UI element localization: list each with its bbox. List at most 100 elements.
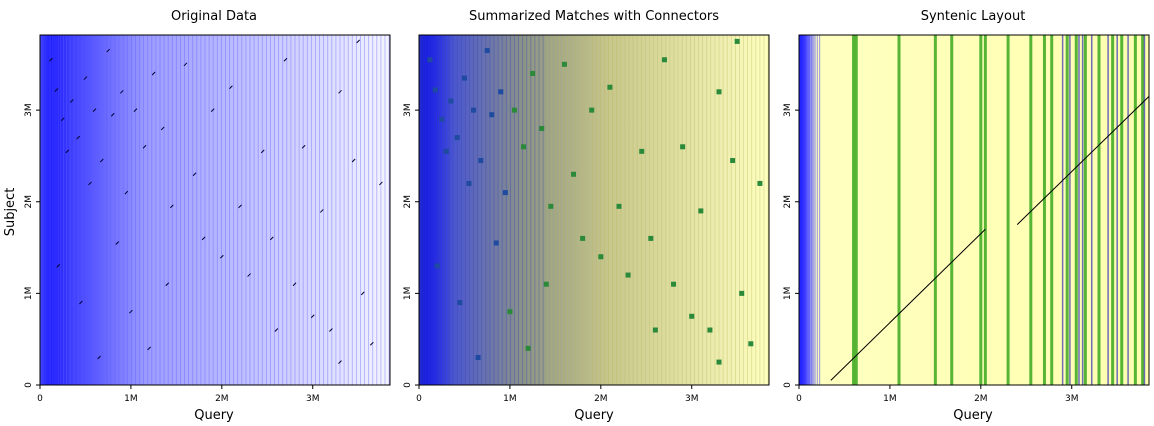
y-tick-label: 0 — [783, 382, 793, 388]
data-point — [274, 328, 279, 332]
x-tick-label: 0 — [796, 394, 802, 404]
data-point — [580, 235, 586, 241]
data-point — [301, 144, 306, 149]
data-point — [124, 190, 129, 195]
data-point — [757, 180, 763, 186]
data-point — [507, 309, 513, 315]
data-point — [60, 117, 65, 122]
x-tick-label: 2M — [594, 394, 608, 404]
plot-frame — [418, 34, 770, 386]
data-point — [475, 355, 481, 361]
x-axis: 0 1M 2M 3M — [37, 385, 319, 404]
data-point — [471, 107, 477, 113]
data-point — [69, 99, 74, 103]
data-point — [310, 314, 315, 319]
data-point — [351, 158, 356, 163]
panel-syntenic-layout: Syntenic Layout 0 1M 2M 3M 0 1M 2M 3M Query — [783, 9, 1150, 423]
x-tick-label: 2M — [974, 394, 988, 404]
data-point — [83, 76, 88, 80]
data-point — [616, 203, 622, 209]
data-point — [489, 112, 495, 118]
y-tick-label: 0 — [403, 382, 413, 388]
x-axis-label: Query — [574, 408, 614, 423]
data-point — [129, 309, 133, 314]
x-axis-label: Query — [953, 408, 993, 423]
data-point — [269, 236, 274, 241]
data-point — [652, 327, 658, 333]
data-point — [142, 144, 147, 149]
panel-summarized-matches: Summarized Matches with Connectors 0 1M 2M… — [403, 9, 770, 423]
data-point — [661, 57, 667, 63]
data-point — [625, 272, 631, 278]
data-point — [671, 281, 677, 287]
data-point — [147, 346, 151, 351]
panel-original-data: Original Data 0 1M 2M 3M 0 1M 2M 3M Query Subj… — [3, 9, 391, 423]
x-axis: 0 1M 2M 3M — [416, 385, 698, 404]
syntenic-line — [830, 96, 1150, 381]
data-point — [247, 273, 251, 277]
data-point — [165, 282, 170, 287]
data-point — [356, 39, 361, 44]
data-point — [639, 148, 645, 154]
data-point — [502, 190, 508, 196]
data-point — [238, 204, 242, 209]
background-stripes — [40, 35, 390, 385]
data-point — [292, 282, 297, 287]
plot-area — [40, 35, 390, 385]
match-points — [49, 39, 383, 364]
data-point — [543, 281, 549, 287]
data-point — [229, 85, 233, 90]
data-point — [160, 126, 165, 131]
y-tick-label: 3M — [403, 103, 413, 117]
data-point — [210, 108, 215, 112]
y-axis-label: Subject — [3, 188, 18, 237]
data-point — [539, 125, 545, 131]
data-point — [716, 359, 722, 365]
data-point — [151, 71, 156, 76]
data-point — [478, 158, 484, 164]
syntenic-segment — [1016, 96, 1150, 226]
data-point — [466, 180, 472, 186]
y-axis: 0 1M 2M 3M — [24, 103, 40, 388]
data-point — [99, 158, 104, 163]
data-point — [730, 158, 736, 164]
data-point — [548, 203, 554, 209]
data-point — [260, 149, 265, 154]
x-axis: 0 1M 2M 3M — [796, 385, 1078, 404]
y-tick-label: 1M — [783, 287, 793, 301]
data-point — [739, 290, 745, 296]
x-tick-label: 0 — [416, 394, 422, 404]
data-point — [54, 88, 59, 92]
data-point — [133, 108, 138, 112]
data-point — [525, 345, 531, 351]
x-tick-label: 1M — [124, 394, 138, 404]
data-point — [369, 341, 374, 346]
x-tick-label: 1M — [883, 394, 897, 404]
data-point — [115, 241, 120, 245]
data-point — [329, 328, 333, 332]
data-point — [283, 57, 288, 62]
data-point — [716, 89, 722, 95]
data-point — [434, 263, 440, 269]
data-point — [338, 360, 342, 364]
y-tick-label: 2M — [403, 195, 413, 209]
data-point — [498, 89, 504, 95]
x-tick-label: 2M — [215, 394, 229, 404]
data-point — [734, 38, 740, 44]
plot-frame — [798, 34, 1150, 386]
data-point — [192, 172, 197, 177]
data-point — [530, 70, 536, 76]
y-tick-label: 2M — [24, 195, 34, 209]
plot-area — [799, 35, 1149, 385]
data-point — [360, 291, 365, 296]
data-point — [598, 254, 604, 260]
data-point — [461, 75, 467, 81]
data-point — [379, 181, 383, 186]
x-tick-label: 0 — [37, 394, 43, 404]
panel-title: Original Data — [171, 9, 257, 24]
data-point — [589, 107, 595, 113]
background-stripes — [799, 35, 1146, 385]
x-tick-label: 1M — [503, 394, 517, 404]
y-tick-label: 3M — [24, 103, 34, 117]
data-point — [119, 89, 124, 94]
